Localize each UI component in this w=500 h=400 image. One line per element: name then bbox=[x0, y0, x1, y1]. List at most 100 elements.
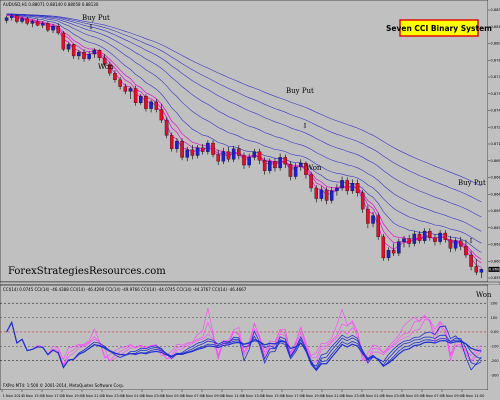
price-tick-label: 0.85940 bbox=[491, 276, 500, 280]
time-tick-label: 5 Nov 05:00 bbox=[403, 394, 426, 398]
price-tick-label: 0.86240 bbox=[491, 243, 500, 247]
candle bbox=[371, 211, 375, 228]
arrow-down-icon: ⇩ bbox=[302, 122, 308, 130]
candle-body bbox=[412, 233, 417, 244]
candle-body bbox=[56, 26, 60, 34]
time-tick-label: 4 Nov 03:00 bbox=[143, 394, 166, 398]
candle bbox=[433, 233, 437, 246]
candle bbox=[288, 161, 293, 181]
moving-average-line bbox=[6, 13, 482, 232]
candle bbox=[412, 231, 417, 247]
price-tick-label: 0.86990 bbox=[491, 159, 500, 163]
candle-body bbox=[118, 79, 122, 87]
candle bbox=[51, 24, 55, 33]
candle bbox=[206, 140, 210, 155]
candle-body bbox=[144, 95, 148, 109]
candle bbox=[474, 258, 479, 276]
candle bbox=[391, 243, 396, 256]
panel-separator[interactable] bbox=[0, 281, 500, 286]
candle bbox=[479, 268, 484, 278]
candle-body bbox=[288, 163, 293, 177]
time-tick-label: 4 Nov 17:00 bbox=[283, 394, 306, 398]
candle-body bbox=[195, 147, 200, 156]
candle-body bbox=[366, 208, 370, 224]
candle bbox=[422, 228, 427, 244]
price-tick-label: 0.87440 bbox=[491, 109, 500, 113]
candle-body bbox=[268, 161, 272, 171]
candle bbox=[20, 16, 24, 24]
price-tick-label: 0.88340 bbox=[491, 8, 500, 12]
candle-body bbox=[474, 266, 479, 273]
candle-body bbox=[329, 190, 334, 201]
candle-body bbox=[283, 157, 288, 165]
candle-body bbox=[87, 53, 91, 59]
candle-body bbox=[407, 238, 411, 244]
candle bbox=[169, 132, 174, 152]
candle bbox=[268, 158, 272, 174]
indicator-panel[interactable] bbox=[0, 284, 489, 391]
price-panel[interactable] bbox=[0, 0, 489, 283]
candle bbox=[309, 171, 313, 192]
time-tick-label: 3 Nov 19:00 bbox=[63, 394, 86, 398]
indicator-tick-label: -100 bbox=[491, 345, 500, 349]
candle bbox=[355, 179, 360, 197]
annotation-buy-put-3: Buy Put ⇩ bbox=[458, 179, 486, 245]
candle bbox=[417, 231, 422, 244]
candle-body bbox=[71, 44, 76, 57]
candle bbox=[56, 23, 60, 35]
price-tick-label: 0.88190 bbox=[491, 25, 500, 29]
candle bbox=[221, 147, 226, 165]
candle bbox=[448, 235, 453, 253]
moving-average-line bbox=[6, 13, 482, 203]
cci-lines bbox=[6, 307, 482, 372]
candle-body bbox=[355, 183, 360, 193]
candle bbox=[443, 230, 448, 243]
candle bbox=[97, 49, 102, 61]
candle bbox=[226, 146, 231, 163]
candle-body bbox=[35, 21, 40, 26]
price-tick-label: 0.86390 bbox=[491, 226, 500, 230]
candle-body bbox=[25, 18, 29, 24]
candle-body bbox=[4, 17, 9, 21]
candle bbox=[335, 184, 339, 196]
time-tick-label: 3 Nov 23:00 bbox=[103, 394, 126, 398]
candle-body bbox=[428, 230, 432, 238]
candle-body bbox=[464, 246, 468, 256]
price-tick-label: 0.86540 bbox=[491, 209, 500, 213]
moving-average-line bbox=[6, 13, 482, 218]
candle-body bbox=[443, 232, 448, 240]
candle bbox=[376, 212, 380, 240]
indicator-tick-label: 0.00 bbox=[491, 330, 500, 334]
candle-body bbox=[30, 21, 35, 24]
time-tick-label: 5 Nov 01:00 bbox=[363, 394, 386, 398]
candle bbox=[397, 238, 401, 256]
candle-body bbox=[180, 140, 184, 158]
candle bbox=[77, 50, 81, 60]
candle bbox=[407, 234, 411, 248]
candle bbox=[71, 43, 76, 59]
indicator-header: CCI(14) 0.0745 CCI(14) -46.4388 CCI(14) … bbox=[3, 287, 247, 292]
candle bbox=[231, 145, 236, 163]
candle-body bbox=[304, 162, 308, 175]
price-tick-label: 0.87740 bbox=[491, 75, 500, 79]
candle bbox=[216, 149, 220, 166]
annotation-won-1: Won bbox=[98, 63, 114, 71]
moving-average-line bbox=[6, 13, 482, 187]
time-tick-label: 4 Nov 21:00 bbox=[323, 394, 346, 398]
candle bbox=[283, 154, 288, 168]
time-tick-label: 5 Nov 09:00 bbox=[443, 394, 466, 398]
current-price-label: 0.86090 bbox=[489, 268, 500, 272]
candle bbox=[345, 177, 349, 195]
moving-average-line bbox=[6, 13, 482, 244]
candle bbox=[428, 228, 432, 241]
candle-body bbox=[164, 119, 169, 136]
candle-body bbox=[273, 161, 277, 169]
candle bbox=[175, 138, 179, 153]
candle bbox=[319, 186, 324, 202]
candle-body bbox=[319, 189, 324, 199]
time-tick-label: 3 Nov 17:00 bbox=[43, 394, 66, 398]
cci-line bbox=[6, 320, 482, 372]
candle-body bbox=[149, 101, 153, 109]
